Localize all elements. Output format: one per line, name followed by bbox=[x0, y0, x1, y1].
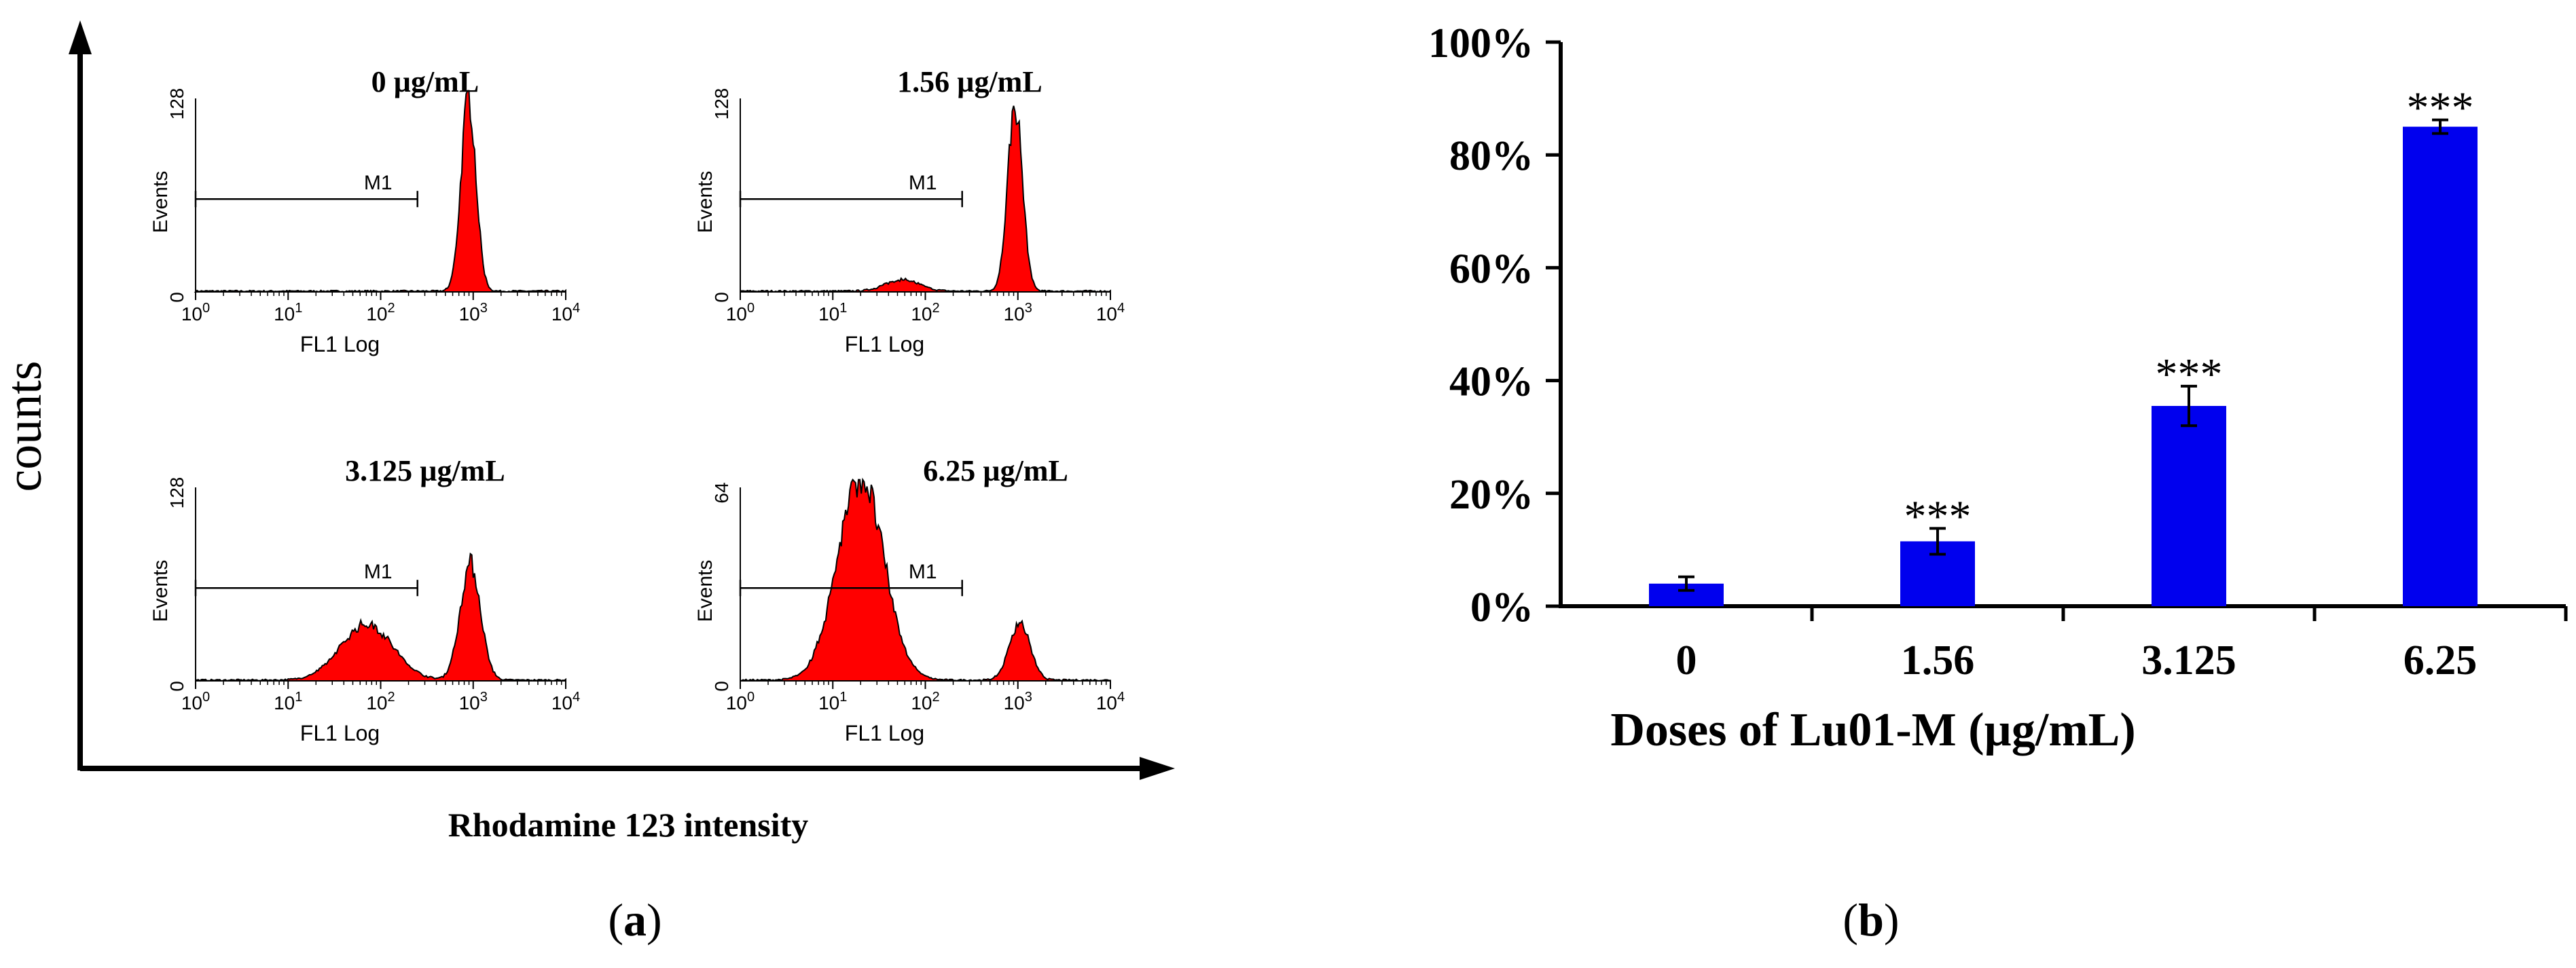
panel-b-y-tick-label: 0% bbox=[1470, 584, 1534, 631]
hist-2-x-tick-label: 104 bbox=[1096, 301, 1125, 324]
hist-3: 100 101 102 103 104 128 0 Events FL1 Log M1 3.125 … bbox=[149, 454, 580, 745]
hist-4-curve bbox=[740, 477, 1111, 682]
panel-a-histograms: counts Rhodamine 123 intensity 100 101 102… bbox=[0, 20, 1175, 844]
hist-1-y-max-label: 128 bbox=[166, 88, 187, 120]
hist-2-title: 1.56 µg/mL bbox=[897, 65, 1042, 98]
bar-6.25 bbox=[2403, 126, 2478, 606]
panel-a-caption: (a) bbox=[608, 894, 661, 946]
hist-2-y-max-label: 128 bbox=[711, 88, 732, 120]
hist-4-x-tick-label: 101 bbox=[818, 690, 847, 713]
panel-b-y-tick-label: 20% bbox=[1449, 472, 1534, 518]
hist-4-gate-label: M1 bbox=[909, 561, 937, 583]
hist-1-x-tick-label: 102 bbox=[366, 301, 395, 324]
hist-1-x-tick-label: 103 bbox=[459, 301, 488, 324]
hist-3-x-tick-label: 101 bbox=[274, 690, 302, 713]
panel-b-bar-chart: 0% 20% 40% 60% 80% 100% 0 *** 1.56 *** 3.125 *** 6.… bbox=[1428, 20, 2568, 756]
panel-b-x-label: Doses of Lu01-M (µg/mL) bbox=[1610, 704, 2135, 756]
panel-a-x-arrowhead bbox=[1140, 757, 1175, 780]
hist-2-x-tick-label: 102 bbox=[911, 301, 939, 324]
hist-2-x-tick-label: 103 bbox=[1004, 301, 1032, 324]
hist-3-x-tick-label: 103 bbox=[459, 690, 488, 713]
hist-1-y-min-label: 0 bbox=[166, 292, 187, 303]
hist-3-x-tick-label: 104 bbox=[551, 690, 580, 713]
significance-3.125: *** bbox=[2156, 350, 2223, 399]
hist-3-y-max-label: 128 bbox=[166, 477, 187, 509]
panel-a-x-label: Rhodamine 123 intensity bbox=[448, 806, 809, 844]
hist-4-title: 6.25 µg/mL bbox=[923, 454, 1068, 487]
panel-b-caption: (b) bbox=[1843, 894, 1899, 946]
panel-a-y-label: counts bbox=[0, 360, 52, 491]
panel-b-x-tick-label: 3.125 bbox=[2141, 637, 2236, 684]
hist-2-y-min-label: 0 bbox=[711, 292, 732, 303]
hist-1-x-tick-label: 104 bbox=[551, 301, 580, 324]
hist-3-curve bbox=[195, 552, 566, 682]
hist-3-title: 3.125 µg/mL bbox=[345, 454, 505, 487]
hist-4-y-axis-title: Events bbox=[694, 560, 716, 622]
bar-3.125 bbox=[2152, 405, 2226, 606]
hist-1-x-axis-title: FL1 Log bbox=[300, 332, 380, 356]
hist-2: 100 101 102 103 104 128 0 Events FL1 Log M1 1.56 µ… bbox=[694, 65, 1125, 356]
hist-4-y-min-label: 0 bbox=[711, 681, 732, 692]
hist-3-y-min-label: 0 bbox=[166, 681, 187, 692]
panel-b-y-tick-label: 40% bbox=[1449, 359, 1534, 405]
hist-2-y-axis-title: Events bbox=[694, 171, 716, 234]
hist-4-y-max-label: 64 bbox=[711, 482, 732, 503]
panel-b-x-tick-label: 1.56 bbox=[1901, 637, 1975, 684]
hist-4-x-tick-label: 102 bbox=[911, 690, 939, 713]
hist-1-gate-label: M1 bbox=[364, 172, 393, 194]
panel-b-y-tick-label: 60% bbox=[1449, 246, 1534, 292]
hist-1-x-tick-label: 100 bbox=[181, 301, 210, 324]
hist-4-x-tick-label: 104 bbox=[1096, 690, 1125, 713]
hist-3-x-axis-title: FL1 Log bbox=[300, 721, 380, 745]
hist-1-title: 0 µg/mL bbox=[371, 65, 479, 98]
panel-b-y-tick-label: 100% bbox=[1428, 20, 1534, 67]
hist-2-x-tick-label: 100 bbox=[726, 301, 755, 324]
significance-6.25: *** bbox=[2407, 83, 2474, 133]
hist-2-gate-label: M1 bbox=[909, 172, 937, 194]
hist-1-y-axis-title: Events bbox=[149, 171, 172, 234]
hist-2-x-axis-title: FL1 Log bbox=[845, 332, 924, 356]
panel-a-y-arrowhead bbox=[69, 20, 92, 54]
hist-1: 100 101 102 103 104 128 0 Events FL1 Log M1 0 µg/m… bbox=[149, 65, 580, 356]
hist-3-gate-label: M1 bbox=[364, 561, 393, 583]
hist-4: 100 101 102 103 104 64 0 Events FL1 Log M1 6.25 µg… bbox=[694, 454, 1125, 745]
panel-b-x-tick-label: 6.25 bbox=[2403, 637, 2478, 684]
hist-3-y-axis-title: Events bbox=[149, 560, 172, 622]
hist-4-x-axis-title: FL1 Log bbox=[845, 721, 924, 745]
hist-4-x-tick-label: 100 bbox=[726, 690, 755, 713]
panel-b-y-tick-label: 80% bbox=[1449, 133, 1534, 179]
hist-2-x-tick-label: 101 bbox=[818, 301, 847, 324]
panel-b-x-tick-label: 0 bbox=[1676, 637, 1697, 684]
hist-1-x-tick-label: 101 bbox=[274, 301, 302, 324]
significance-1.56: *** bbox=[1904, 491, 1972, 541]
hist-2-curve bbox=[740, 105, 1111, 293]
hist-3-x-tick-label: 100 bbox=[181, 690, 210, 713]
hist-3-x-tick-label: 102 bbox=[366, 690, 395, 713]
hist-4-x-tick-label: 103 bbox=[1004, 690, 1032, 713]
